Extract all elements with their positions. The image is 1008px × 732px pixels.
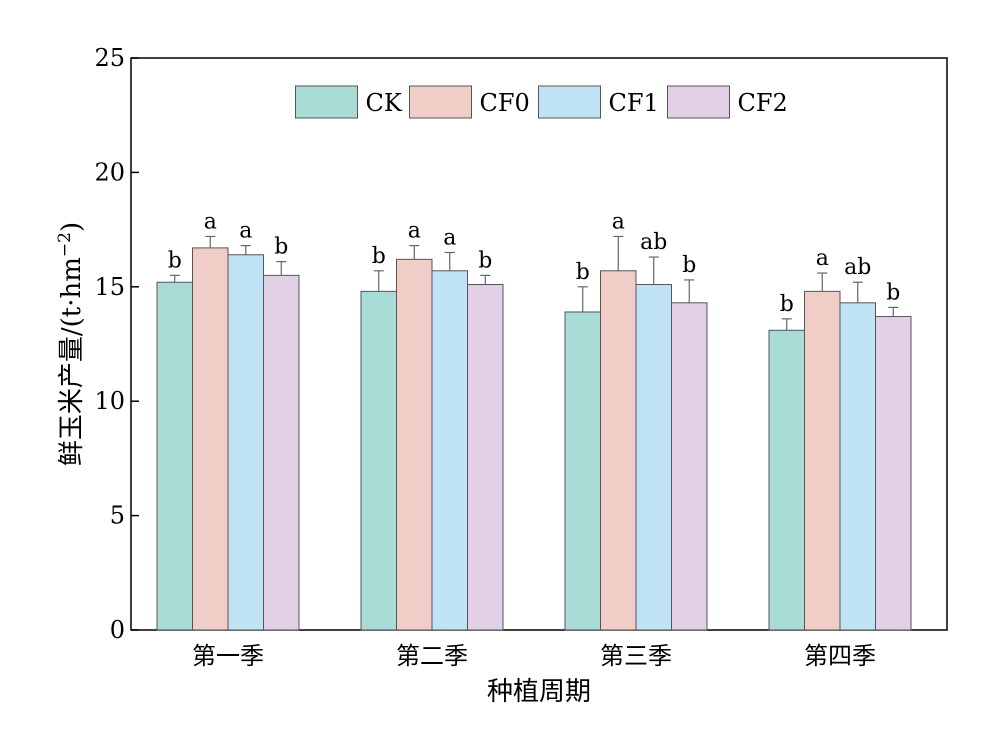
y-tick-label: 0 — [110, 616, 125, 644]
bar — [635, 284, 672, 631]
y-axis-label: 鲜玉米产量/(t·hm−2) — [55, 222, 87, 466]
significance-label: b — [274, 235, 288, 260]
legend-label: CF2 — [738, 89, 788, 117]
x-axis-label: 种植周期 — [487, 677, 591, 707]
y-axis-label-close: ) — [57, 222, 87, 232]
bar — [768, 329, 805, 631]
x-tick-label: 第四季 — [804, 642, 876, 670]
bar — [564, 311, 601, 631]
x-tick-label: 第三季 — [600, 642, 672, 670]
bar — [431, 270, 468, 631]
bar — [671, 302, 708, 631]
bar — [192, 247, 229, 631]
bar — [600, 270, 637, 631]
plot-frame — [130, 57, 948, 631]
y-axis-label-main: 鲜玉米产量/(t·hm — [57, 257, 87, 466]
significance-label: ab — [844, 255, 871, 280]
legend-label: CF0 — [480, 89, 530, 117]
significance-label: b — [168, 248, 182, 273]
significance-label: ab — [640, 230, 667, 255]
y-tick-label: 10 — [94, 387, 125, 415]
x-tick-label: 第二季 — [396, 642, 468, 670]
y-tick-label: 20 — [94, 158, 125, 186]
significance-label: a — [612, 209, 625, 234]
bar — [227, 254, 264, 631]
significance-label: b — [576, 260, 590, 285]
y-tick-label: 5 — [110, 502, 125, 530]
significance-label: a — [239, 219, 252, 244]
legend-swatch — [409, 85, 472, 119]
legend-label: CK — [366, 89, 403, 117]
y-tick-label: 25 — [94, 44, 125, 72]
significance-label: b — [682, 253, 696, 278]
significance-label: b — [886, 280, 900, 305]
significance-label: a — [816, 246, 829, 271]
legend-swatch — [295, 85, 358, 119]
bar — [875, 316, 912, 631]
bar — [360, 290, 397, 631]
significance-label: b — [372, 244, 386, 269]
significance-label: a — [408, 219, 421, 244]
bar — [263, 274, 300, 631]
significance-label: a — [443, 225, 456, 250]
bar — [804, 290, 841, 631]
significance-label: b — [780, 292, 794, 317]
legend-swatch — [667, 85, 730, 119]
x-tick-label: 第一季 — [192, 642, 264, 670]
bar — [396, 258, 433, 631]
bar — [467, 284, 504, 631]
y-axis-label-superscript: −2 — [55, 232, 75, 257]
bar — [156, 281, 193, 631]
y-tick-label: 15 — [94, 273, 125, 301]
significance-label: a — [204, 209, 217, 234]
legend: CK CF0 CF1 CF2 — [295, 85, 788, 119]
legend-swatch — [538, 85, 601, 119]
legend-label: CF1 — [609, 89, 659, 117]
significance-label: b — [478, 248, 492, 273]
bar — [839, 302, 876, 631]
y-axis: 0 5 10 15 20 25 — [94, 44, 139, 644]
x-axis: 第一季 第二季 第三季 第四季 — [192, 622, 876, 670]
